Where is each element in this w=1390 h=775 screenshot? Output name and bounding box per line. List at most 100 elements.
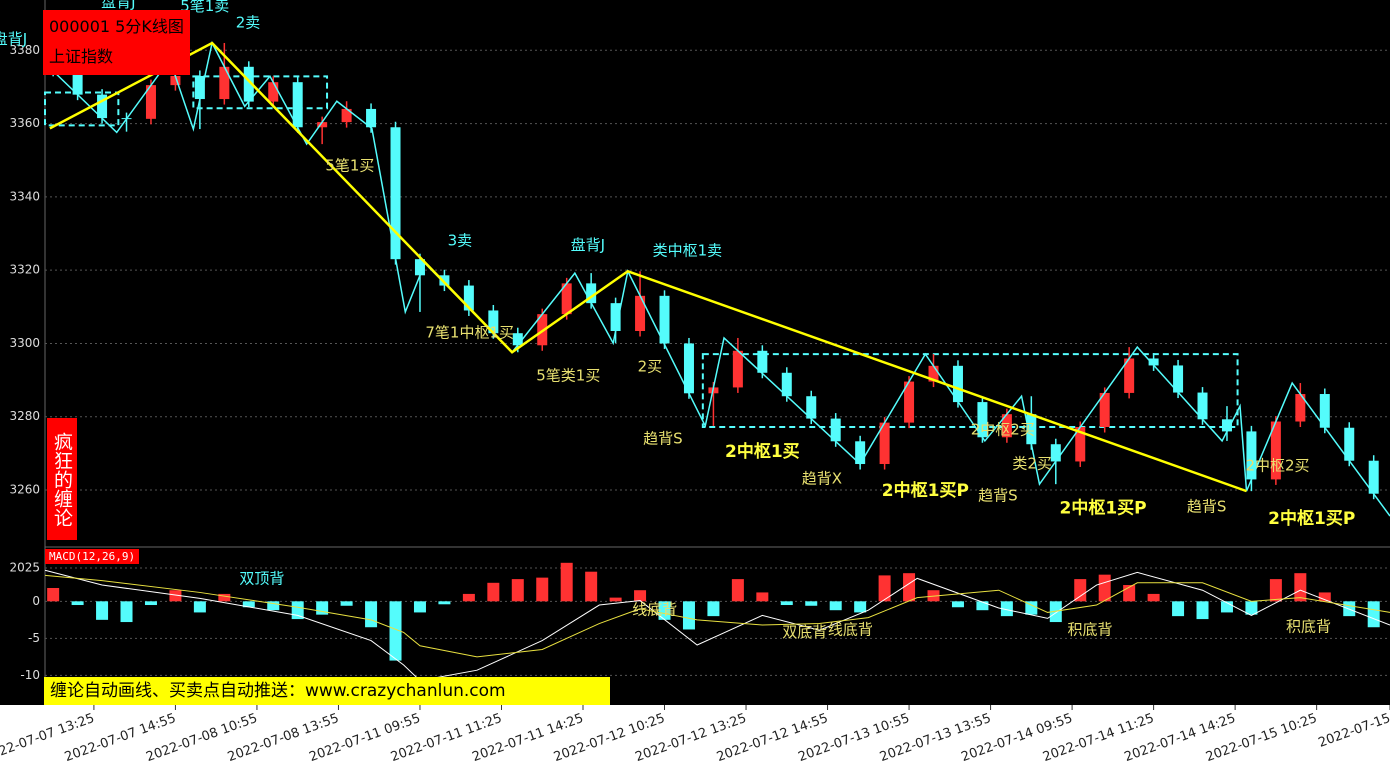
macd-bar	[951, 601, 964, 608]
annotation: 线底背	[632, 601, 677, 619]
candle-body	[463, 285, 474, 311]
annotation: 盘背J	[0, 30, 27, 48]
macd-bar	[218, 593, 231, 602]
annotation: 类2买	[1012, 455, 1052, 473]
y-tick-label: 3360	[9, 116, 40, 130]
y-tick-label: -10	[20, 668, 40, 682]
annotation: 2中枢1买P	[1268, 508, 1355, 529]
macd-bar	[120, 601, 133, 623]
annotation: 2中枢1买	[725, 441, 800, 462]
candle-body	[635, 295, 646, 331]
candle-body	[488, 310, 499, 334]
candle-body	[97, 94, 108, 119]
annotation: 线底背	[828, 621, 873, 639]
macd-bar	[585, 571, 598, 602]
macd-line	[44, 569, 1390, 682]
macd-bar	[854, 601, 867, 613]
pivot-zone	[192, 75, 329, 110]
macd-bar	[682, 601, 695, 630]
annotation: 2中枢1买P	[882, 480, 969, 501]
macd-bar	[1269, 579, 1282, 602]
y-tick-label: -5	[28, 631, 40, 645]
macd-bar	[71, 601, 84, 606]
x-tick-label: 2022-07-15	[1316, 711, 1390, 751]
macd-bar	[658, 601, 671, 620]
background	[0, 0, 1390, 705]
macd-bar	[1074, 579, 1087, 602]
candle-body	[683, 343, 694, 394]
macd-bar	[1025, 601, 1038, 615]
macd-bar	[634, 590, 647, 602]
macd-bar	[1318, 592, 1331, 602]
macd-bar	[1245, 601, 1258, 615]
annotation: 积底背	[1068, 621, 1113, 639]
candle-body	[170, 75, 181, 86]
chart-subtitle: 上证指数	[49, 47, 114, 66]
annotation: 2买	[638, 357, 663, 375]
banner: 缠论自动画线、买卖点自动推送：www.crazychanlun.com	[44, 677, 610, 705]
candle-body	[879, 422, 890, 465]
candle-body	[341, 108, 352, 123]
macd-bar	[340, 601, 353, 606]
macd-bar	[805, 601, 818, 606]
chart-title: 000001 5分K线图	[49, 17, 184, 36]
candle-body	[145, 85, 156, 119]
candle-body	[977, 402, 988, 438]
candle-body	[317, 122, 328, 128]
macd-bar	[438, 601, 451, 605]
annotation: 2卖	[236, 14, 261, 32]
macd-bar	[1172, 601, 1185, 617]
annotation: 双底背	[782, 623, 827, 641]
macd-bar	[511, 579, 524, 602]
y-tick-label: 3340	[9, 189, 40, 203]
candle-body	[1050, 444, 1061, 462]
macd-bar	[413, 601, 426, 613]
macd-bar	[829, 601, 842, 611]
y-tick-label: 0	[32, 594, 40, 608]
candle-body	[1124, 358, 1135, 393]
annotation: 双顶背	[239, 570, 284, 588]
annotation: 趋背X	[802, 470, 842, 488]
macd-bar	[731, 579, 744, 602]
candle-body	[268, 82, 279, 102]
candle-body	[1075, 427, 1086, 462]
candle-body	[1001, 414, 1012, 438]
annotation: 盘背J	[571, 236, 605, 254]
stroke-line	[44, 40, 1390, 517]
macd-bar	[780, 601, 793, 606]
annotation: 3卖	[448, 232, 473, 250]
candle-body	[904, 381, 915, 423]
macd-bar	[756, 592, 769, 602]
candle-body	[1099, 392, 1110, 428]
macd-bar	[96, 601, 109, 620]
annotation: 5笔1买	[325, 157, 374, 175]
macd-bar	[536, 577, 549, 602]
candle-body	[830, 418, 841, 442]
macd-bar	[1000, 601, 1013, 617]
macd-bar	[1220, 601, 1233, 613]
y-tick-label: 3380	[9, 43, 40, 57]
candle-body	[390, 127, 401, 260]
candle-body	[586, 283, 597, 304]
macd-bar	[707, 601, 720, 617]
candle-body	[928, 365, 939, 382]
macd-bar	[193, 601, 206, 613]
candle-body	[561, 283, 572, 315]
macd-bar	[365, 601, 378, 628]
macd-bar	[609, 597, 622, 602]
candle-body	[610, 303, 621, 331]
macd-bar	[462, 593, 475, 602]
macd-bar	[878, 575, 891, 602]
macd-bar	[47, 587, 60, 602]
pivot-zone	[701, 353, 1239, 429]
annotation: 类中枢1卖	[653, 242, 723, 260]
candle-body	[1270, 421, 1281, 480]
macd-bar	[389, 601, 402, 661]
annotation: 积底背	[1286, 618, 1331, 636]
candle-body	[219, 66, 230, 100]
annotation: 5笔1卖	[180, 0, 229, 15]
macd-bar	[1367, 601, 1380, 628]
y-tick-label: 3320	[9, 263, 40, 277]
